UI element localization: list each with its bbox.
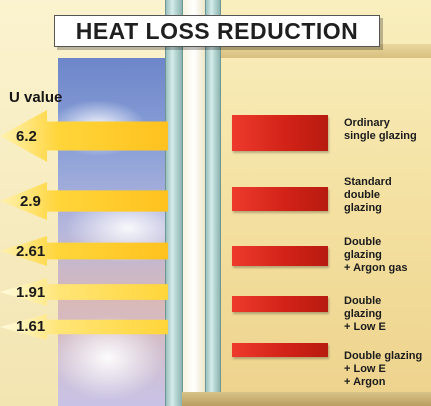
- glazing-spacer: [183, 0, 205, 406]
- heat-bar-1: [232, 115, 328, 151]
- u-value-5: 1.61: [16, 318, 46, 335]
- title-box: HEAT LOSS REDUCTION: [54, 15, 380, 47]
- heat-bar-2: [232, 187, 328, 211]
- label-1-line-1: Ordinary: [344, 117, 390, 129]
- u-value-heading: U value: [9, 89, 63, 106]
- u-value-1: 6.2: [16, 128, 37, 145]
- glass-pane-inner: [205, 0, 221, 406]
- label-5-line-3: + Argon: [344, 376, 386, 388]
- label-3: Double glazing + Argon gas: [344, 236, 407, 275]
- label-5: Double glazing + Low E + Argon: [344, 350, 422, 389]
- heat-bar-3: [232, 246, 328, 266]
- label-1: Ordinary single glazing: [344, 117, 417, 143]
- label-5-line-2: + Low E: [344, 363, 386, 375]
- sky-window-view: [58, 58, 182, 406]
- heat-bar-5: [232, 343, 328, 357]
- window-frame-top: [182, 44, 431, 58]
- title: HEAT LOSS REDUCTION: [75, 17, 359, 44]
- u-value-4: 1.91: [16, 284, 46, 301]
- label-2-line-1: Standard: [344, 176, 392, 188]
- label-4: Double glazing + Low E: [344, 295, 386, 334]
- label-3-line-3: + Argon gas: [344, 262, 408, 274]
- label-4-line-2: glazing: [344, 308, 382, 320]
- u-value-3: 2.61: [16, 243, 46, 260]
- label-1-line-2: single glazing: [344, 130, 417, 142]
- label-2-line-3: glazing: [344, 202, 382, 214]
- arrow-spacer-1: [176, 110, 226, 162]
- u-value-2: 2.9: [20, 193, 41, 210]
- label-3-line-2: glazing: [344, 249, 382, 261]
- label-4-line-3: + Low E: [344, 321, 386, 333]
- label-3-line-1: Double: [344, 236, 382, 248]
- label-5-line-1: Double glazing: [344, 350, 423, 362]
- heat-bar-4: [232, 296, 328, 312]
- label-4-line-1: Double: [344, 295, 382, 307]
- label-2: Standard double glazing: [344, 176, 392, 215]
- window-sill: [182, 392, 431, 406]
- label-2-line-2: double: [344, 189, 381, 201]
